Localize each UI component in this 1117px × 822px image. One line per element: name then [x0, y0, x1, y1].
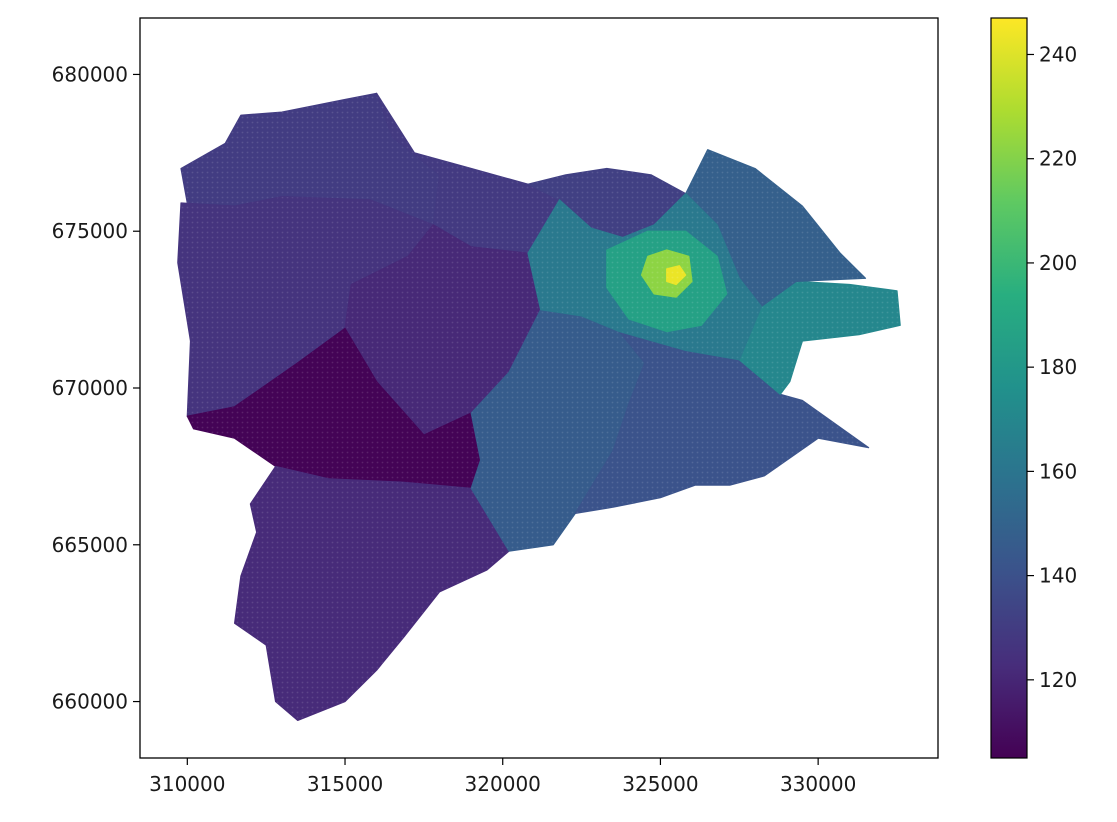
x-tick-label: 315000: [307, 772, 383, 796]
y-tick-label: 670000: [52, 376, 128, 400]
region-texture-north-inner: [528, 168, 686, 238]
colorbar-frame: [990, 17, 1028, 759]
y-tick-label: 665000: [52, 533, 128, 557]
x-tick-label: 325000: [622, 772, 698, 796]
region-texture-east-south: [575, 331, 869, 514]
colorbar-tick-label: 180: [1039, 355, 1077, 379]
map-regions: [177, 92, 901, 722]
colorbar-tick-label: 240: [1039, 42, 1077, 66]
region-texture-east: [739, 281, 901, 395]
colorbar-tick-label: 220: [1039, 147, 1077, 171]
region-texture-central-north: [345, 224, 541, 435]
colorbar-tick-label: 120: [1039, 668, 1077, 692]
colorbar-gradient: [991, 18, 1027, 758]
plot-area: [139, 17, 939, 759]
colorbar-ticks: 120 140 160 180 200 220 240: [1027, 42, 1077, 692]
x-axis: 310000 315000 320000 325000 330000: [149, 758, 856, 796]
colorbar: 120 140 160 180 200 220 240: [990, 17, 1077, 759]
region-texture-centre-peak: [666, 265, 686, 285]
region-texture-central-east: [471, 309, 645, 552]
region-texture-northeast: [685, 149, 866, 307]
colorbar-tick-label: 200: [1039, 251, 1077, 275]
region-texture-northwest: [181, 93, 440, 225]
colorbar-tick-label: 140: [1039, 564, 1077, 588]
y-tick-label: 680000: [52, 62, 128, 86]
region-texture-southwest-dark: [187, 328, 481, 489]
region-texture-west: [177, 196, 434, 417]
y-axis: 660000 665000 670000 675000 680000: [52, 62, 140, 714]
x-tick-label: 320000: [465, 772, 541, 796]
x-tick-label: 330000: [780, 772, 856, 796]
region-texture-south: [234, 466, 509, 721]
x-tick-label: 310000: [149, 772, 225, 796]
y-tick-label: 660000: [52, 690, 128, 714]
y-tick-label: 675000: [52, 219, 128, 243]
region-texture-north-central: [376, 93, 560, 254]
colorbar-tick-label: 160: [1039, 459, 1077, 483]
